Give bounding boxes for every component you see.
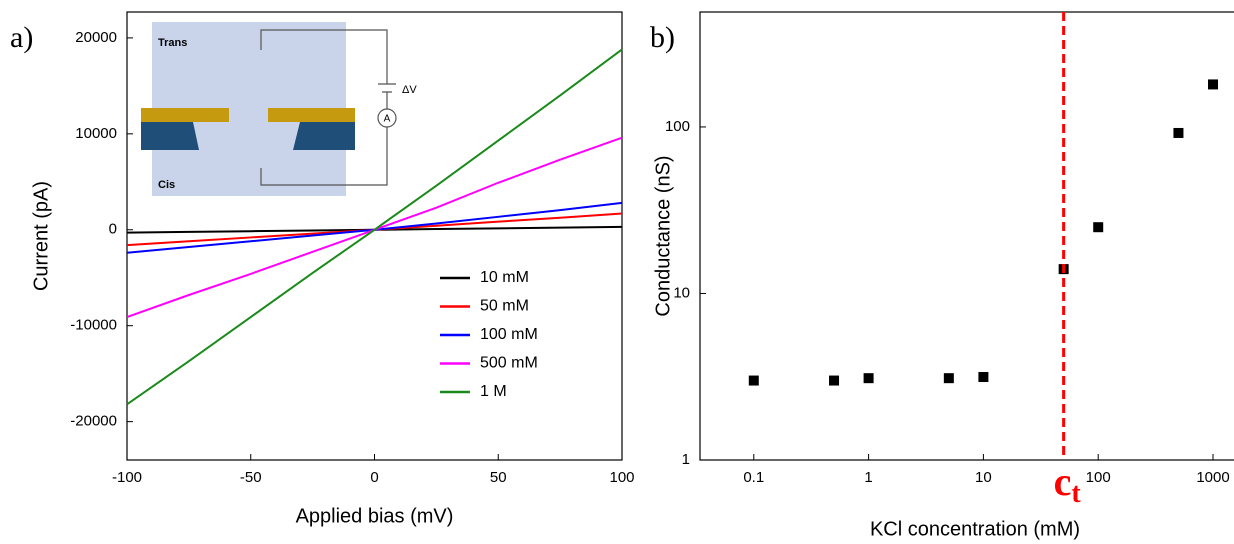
y-tick-label: 10: [673, 284, 690, 301]
y-tick-label: 100: [665, 118, 690, 135]
data-point: [943, 373, 954, 384]
panel-label: a): [10, 21, 33, 54]
y-tick-label: 0: [109, 221, 117, 238]
annotation: ct: [1054, 459, 1082, 509]
data-point: [748, 375, 759, 386]
data-point: [829, 375, 840, 386]
legend-label: 500 mM: [480, 355, 538, 372]
x-tick-label: 0.1: [743, 469, 764, 486]
x-tick-label: 100: [1086, 469, 1111, 486]
legend-label: 50 mM: [480, 298, 529, 315]
x-axis-title: KCl concentration (mM): [870, 518, 1080, 540]
legend-label: 100 mM: [480, 326, 538, 343]
annotation-text: c: [1054, 459, 1072, 504]
inset-label: Trans: [158, 37, 187, 49]
x-axis-title: Applied bias (mV): [296, 505, 454, 527]
inset-label: ΔV: [402, 84, 417, 96]
y-tick-label: -10000: [70, 317, 117, 334]
legend-label: 1 M: [480, 383, 507, 400]
data-point: [978, 372, 989, 383]
series-line: [126, 48, 623, 406]
legend-label: 10 mM: [480, 269, 529, 286]
y-axis-title: Conductance (nS): [652, 155, 674, 316]
y-tick-label: -20000: [70, 413, 117, 430]
x-tick-label: -50: [240, 469, 262, 486]
data-point: [1208, 79, 1219, 90]
x-tick-label: 10: [975, 469, 992, 486]
y-tick-label: 20000: [75, 29, 117, 46]
circuit-wire: [260, 29, 396, 186]
data-point: [863, 373, 874, 384]
y-axis-title: Current (pA): [30, 181, 52, 291]
data-point: [1093, 222, 1104, 233]
membrane-left: [141, 108, 229, 122]
x-tick-label: 100: [609, 469, 634, 486]
y-tick-label: 1: [682, 451, 690, 468]
substrate-left: [141, 122, 199, 150]
membrane-right: [268, 108, 355, 122]
inset: Trans Cis ΔV A: [141, 22, 417, 196]
inset-label: Cis: [158, 179, 175, 191]
x-tick-label: 0: [370, 469, 378, 486]
y-tick-label: 10000: [75, 125, 117, 142]
data-point: [1173, 127, 1184, 138]
inset-label: A: [384, 114, 391, 125]
x-tick-label: 1000: [1196, 469, 1229, 486]
x-tick-label: 50: [490, 469, 507, 486]
x-tick-label: -100: [112, 469, 142, 486]
ammeter: [377, 108, 397, 128]
plot-frame: [699, 11, 1234, 461]
substrate-right: [293, 122, 355, 150]
x-tick-label: 1: [864, 469, 872, 486]
annotation-subscript: t: [1071, 478, 1081, 509]
panel-label: b): [650, 21, 675, 54]
